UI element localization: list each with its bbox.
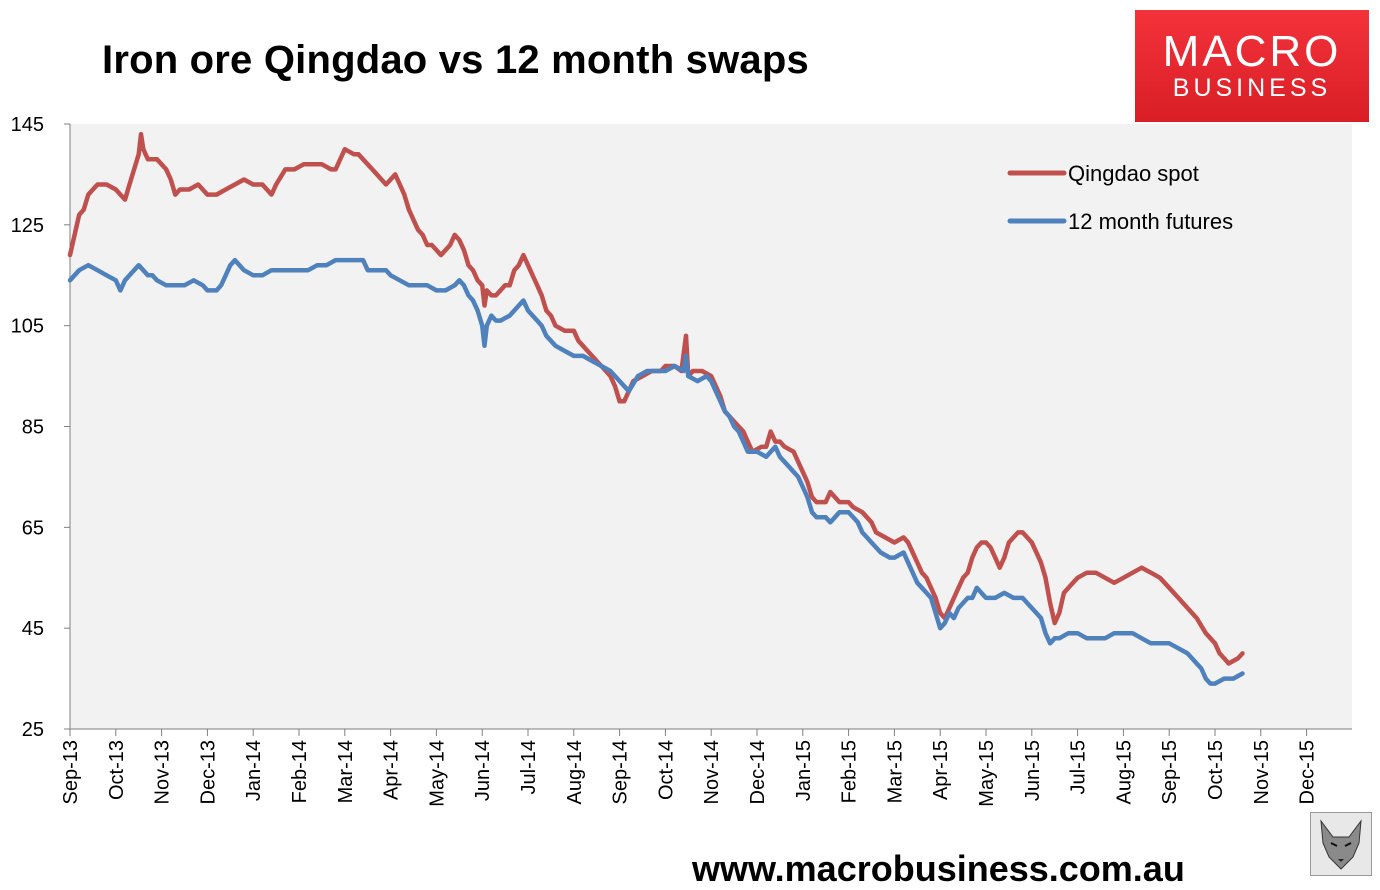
y-axis-ticks: 25 45 65 85 105 125 145 — [11, 114, 70, 741]
x-tick-label: Sep-14 — [610, 740, 632, 805]
x-tick-label: Jan-15 — [793, 740, 815, 801]
y-tick-label: 85 — [22, 417, 44, 439]
y-tick-label: 105 — [11, 316, 44, 338]
logo-line-macro: MACRO — [1162, 27, 1342, 76]
x-tick-label: Sep-15 — [1159, 740, 1181, 805]
x-tick-label: Sep-13 — [60, 740, 82, 805]
y-tick-label: 145 — [11, 114, 44, 136]
chart-title: Iron ore Qingdao vs 12 month swaps — [102, 38, 809, 82]
macrobusiness-logo: MACRO BUSINESS — [1135, 10, 1369, 122]
x-tick-label: Apr-14 — [381, 740, 403, 800]
website-url: www.macrobusiness.com.au — [692, 848, 1185, 889]
x-tick-label: Jan-14 — [243, 740, 265, 801]
x-tick-label: Oct-14 — [655, 740, 677, 800]
x-tick-label: Dec-14 — [747, 740, 769, 804]
x-tick-label: Oct-13 — [106, 740, 128, 800]
x-tick-label: Feb-15 — [839, 740, 861, 803]
x-tick-label: Feb-14 — [289, 740, 311, 803]
y-tick-label: 25 — [22, 719, 44, 741]
y-tick-label: 65 — [22, 517, 44, 539]
x-tick-label: Nov-13 — [152, 740, 174, 804]
x-tick-label: Jul-14 — [518, 740, 540, 794]
x-tick-label: Mar-14 — [335, 740, 357, 803]
x-tick-label: Jun-14 — [472, 740, 494, 801]
x-tick-label: Dec-15 — [1297, 740, 1319, 804]
x-tick-label: May-15 — [976, 740, 998, 807]
legend-label: Qingdao spot — [1068, 161, 1199, 186]
x-tick-label: Aug-15 — [1113, 740, 1135, 805]
x-tick-label: Apr-15 — [930, 740, 952, 800]
x-tick-label: Jul-15 — [1068, 740, 1090, 794]
series-line-1 — [67, 257, 1245, 686]
plot-area — [70, 124, 1352, 729]
x-tick-label: Jun-15 — [1022, 740, 1044, 801]
x-tick-label: Nov-15 — [1251, 740, 1273, 804]
logo-line-business: BUSINESS — [1172, 74, 1332, 102]
series-lines — [67, 131, 1245, 686]
x-tick-label: Aug-14 — [564, 740, 586, 805]
legend: Qingdao spot 12 month futures — [1007, 161, 1233, 234]
y-tick-label: 45 — [22, 618, 44, 640]
x-tick-label: Nov-14 — [701, 740, 723, 804]
x-tick-label: Oct-15 — [1205, 740, 1227, 800]
x-tick-label: Mar-15 — [884, 740, 906, 803]
x-tick-label: Dec-13 — [197, 740, 219, 804]
legend-label: 12 month futures — [1068, 209, 1233, 234]
x-axis-ticks: Sep-13 Oct-13 Nov-13 Dec-13 Jan-14 Feb-14 Mar-… — [60, 729, 1319, 807]
x-tick-label: May-14 — [426, 740, 448, 807]
y-tick-label: 125 — [11, 215, 44, 237]
fox-head-icon — [1310, 812, 1372, 876]
